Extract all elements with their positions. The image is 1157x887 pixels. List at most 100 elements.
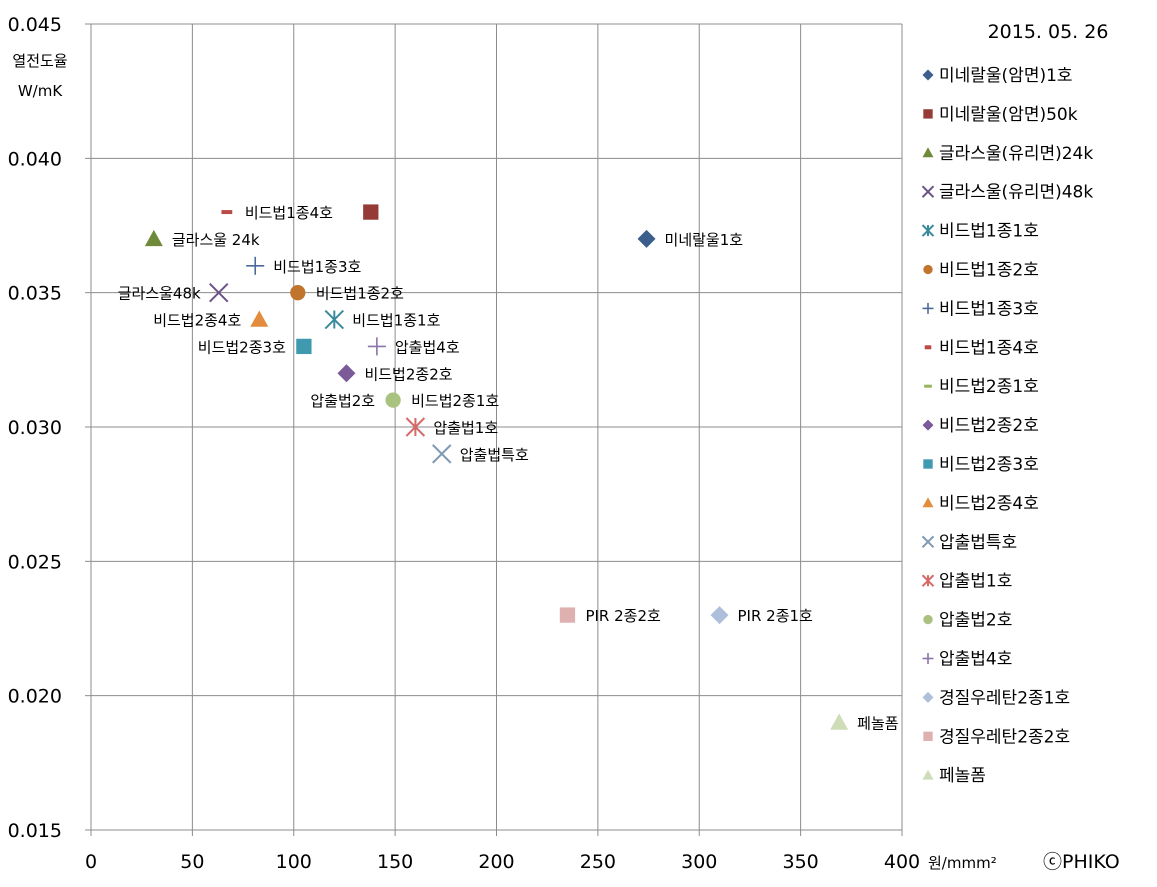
data-point (367, 337, 386, 356)
legend-marker (924, 384, 932, 388)
data-point (559, 607, 576, 623)
x-tick-label: 200 (478, 851, 514, 873)
legend-item: 비드법2종4호 (922, 494, 1039, 514)
point-label: PIR 2종1호 (738, 607, 814, 625)
x-tick-label: 350 (782, 851, 818, 873)
y-tick-label: 0.025 (8, 551, 62, 573)
legend-item: 페놀폼 (922, 766, 986, 786)
point-label: 페놀폼 (857, 715, 898, 733)
legend-marker (921, 224, 935, 237)
legend-marker (923, 459, 933, 469)
x-tick-label: 50 (180, 851, 204, 873)
point-label: 비드법2종3호 (198, 338, 286, 356)
legend-item: 비드법2종3호 (923, 455, 1039, 475)
legend-item: 비드법2종2호 (922, 416, 1039, 436)
y-tick-label: 0.030 (8, 417, 62, 439)
x-tick-label: 300 (681, 851, 717, 873)
axes (85, 23, 903, 836)
data-point (246, 256, 265, 275)
legend-label: 비드법2종4호 (939, 494, 1039, 514)
data-point (337, 364, 356, 383)
point-label: 압출법4호 (395, 338, 460, 356)
y-tick-label: 0.020 (8, 686, 62, 708)
point-label: 글라스울 24k (172, 231, 260, 249)
legend-item: 미네랄울(암면)1호 (922, 66, 1073, 86)
x-axis-unit: 원/mmm² (928, 854, 997, 872)
legend-item: 압출법4호 (922, 650, 1012, 670)
legend-label: 비드법1종3호 (939, 299, 1039, 319)
point-label: 압출법특호 (460, 446, 529, 464)
grid-lines (91, 23, 903, 830)
data-point (830, 713, 849, 730)
legend-item: 압출법2호 (923, 611, 1012, 631)
data-point (363, 204, 379, 220)
legend-marker (922, 497, 934, 508)
legend-item: 압출법1호 (921, 572, 1012, 592)
legend-marker (922, 419, 934, 431)
legend-item: 미네랄울(암면)50k (923, 105, 1078, 125)
legend-item: 비드법1종2호 (923, 261, 1039, 281)
data-point (405, 417, 426, 437)
data-point (432, 444, 452, 464)
data-point (209, 282, 229, 303)
point-label: 비드법2종1호 (411, 392, 499, 410)
data-point (290, 285, 306, 301)
x-tick-label: 150 (377, 851, 413, 873)
marker-stroke (921, 185, 935, 198)
data-point (385, 392, 401, 408)
marker-stroke (921, 535, 935, 549)
legend-marker (923, 109, 933, 119)
x-tick-label: 250 (580, 851, 616, 873)
legend-label: 글라스울(유리면)48k (939, 183, 1093, 203)
point-label: 압출법2호 (310, 392, 375, 410)
legend-label: 압출법2호 (939, 611, 1012, 631)
point-label: 미네랄울1호 (665, 231, 744, 249)
legend-item: 비드법1종1호 (921, 222, 1039, 242)
legend-label: 경질우레탄2종2호 (939, 727, 1070, 747)
legend-marker (921, 535, 935, 549)
y-axis-label-line1: 열전도율 (12, 52, 67, 70)
legend-item: 비드법2종1호 (924, 377, 1039, 397)
legend-item: 경질우레탄2종1호 (922, 688, 1070, 708)
legend-item: 비드법1종4호 (924, 338, 1039, 358)
legend-marker (922, 653, 934, 664)
chart-date: 2015. 05. 26 (988, 21, 1109, 43)
legend-label: 비드법2종2호 (939, 416, 1039, 436)
marker-stroke (209, 282, 229, 303)
point-label: 비드법2종2호 (364, 365, 452, 383)
data-point (221, 210, 233, 215)
legend-marker (922, 69, 934, 81)
legend-label: 압출법특호 (939, 533, 1017, 553)
data-point (250, 310, 269, 327)
x-tick-label: 100 (276, 851, 312, 873)
legend-marker (921, 574, 935, 587)
legend-item: 압출법특호 (921, 533, 1017, 553)
point-label: PIR 2종2호 (585, 607, 661, 625)
point-label: 비드법1종3호 (273, 258, 361, 276)
data-point (637, 229, 656, 248)
point-label: 글라스울48k (118, 285, 201, 303)
y-tick-label: 0.045 (8, 14, 62, 36)
tick-labels: 0 50 100 150 200 250 300 350 400 0.045 0.040 0.035 0… (8, 14, 921, 873)
legend-label: 비드법1종1호 (939, 222, 1039, 242)
y-tick-label: 0.035 (8, 283, 62, 305)
point-labels: 미네랄울1호 글라스울 24k 글라스울48k 비드법1종1호 비드법1종2호 비드법1종… (118, 204, 899, 732)
copyright-text: ⓒPHIKO (1043, 851, 1120, 873)
marker-stroke (432, 444, 452, 464)
legend-marker (922, 769, 934, 780)
legend-label: 미네랄울(암면)50k (939, 105, 1078, 125)
legend-label: 압출법1호 (939, 572, 1012, 592)
legend-marker (922, 302, 934, 314)
y-tick-label: 0.040 (8, 148, 62, 170)
point-label: 비드법1종2호 (316, 285, 404, 303)
legend-marker (923, 614, 933, 625)
point-label: 비드법2종4호 (153, 312, 241, 330)
x-tick-label: 400 (884, 851, 920, 873)
point-label: 비드법1종4호 (245, 204, 333, 222)
data-points (144, 204, 849, 730)
legend-label: 경질우레탄2종1호 (939, 688, 1070, 708)
legend-item: 글라스울(유리면)48k (921, 183, 1093, 203)
legend-label: 비드법2종3호 (939, 455, 1039, 475)
